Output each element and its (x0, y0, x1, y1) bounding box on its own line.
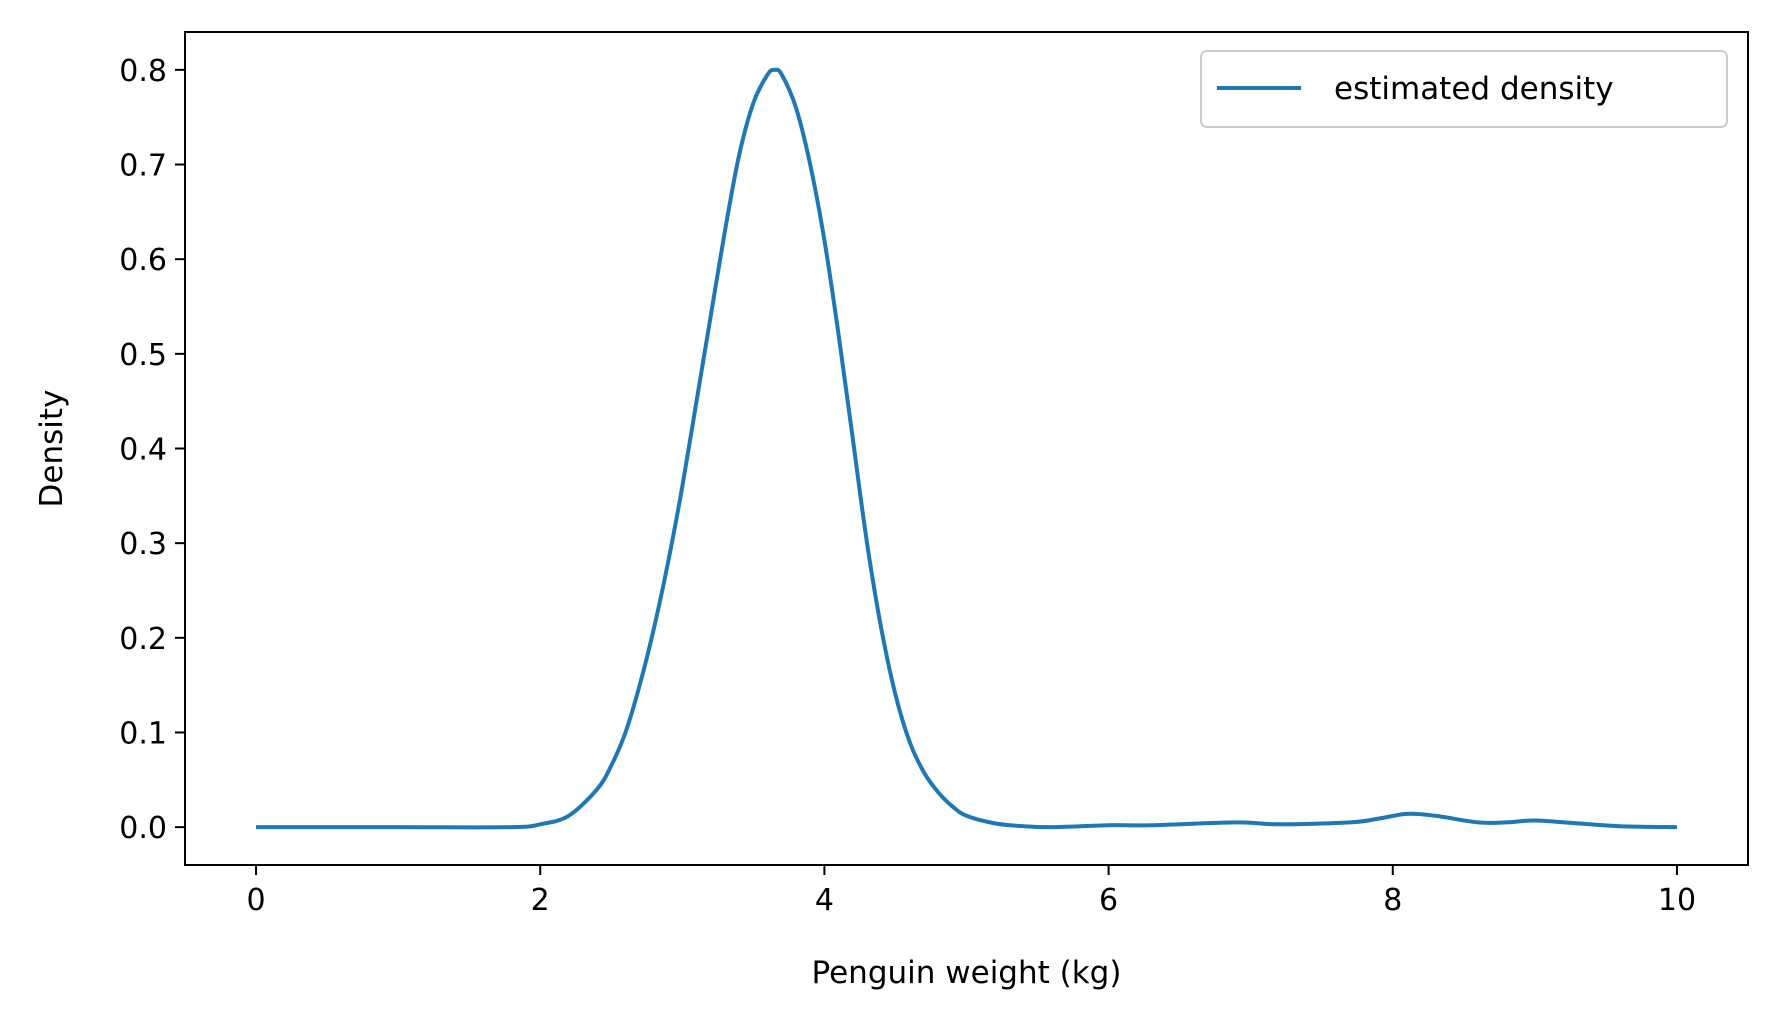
y-axis-label: Density (34, 390, 70, 508)
density-series-line (256, 67, 1677, 830)
y-tick-label: 0.6 (119, 243, 167, 278)
y-tick-label: 0.2 (119, 622, 167, 657)
x-tick-label: 10 (1658, 883, 1696, 918)
x-tick-label: 8 (1383, 883, 1402, 918)
plot-area (256, 67, 1677, 830)
x-tick-label: 2 (531, 883, 550, 918)
x-tick-label: 4 (815, 883, 834, 918)
y-tick-label: 0.0 (119, 811, 167, 846)
x-axis-ticks: 0 2 4 6 8 10 (246, 865, 1696, 918)
y-axis-ticks: 0.0 0.1 0.2 0.3 0.4 0.5 0.6 0.7 0.8 (119, 54, 185, 846)
x-tick-label: 0 (246, 883, 265, 918)
y-tick-label: 0.8 (119, 54, 167, 89)
legend-box (1200, 50, 1728, 128)
y-tick-label: 0.3 (119, 527, 167, 562)
x-axis-label: Penguin weight (kg) (812, 955, 1122, 991)
legend-label: estimated density (1334, 71, 1614, 107)
y-tick-label: 0.5 (119, 338, 167, 373)
legend: estimated density (1200, 50, 1728, 128)
y-tick-label: 0.4 (119, 433, 167, 468)
y-tick-label: 0.7 (119, 149, 167, 184)
x-tick-label: 6 (1099, 883, 1118, 918)
axes-frame (184, 31, 1749, 866)
y-tick-label: 0.1 (119, 716, 167, 751)
